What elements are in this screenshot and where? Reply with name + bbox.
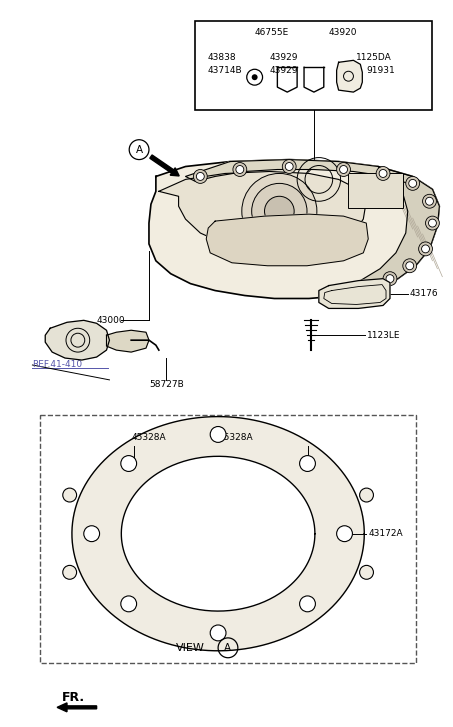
Circle shape — [360, 488, 373, 502]
Circle shape — [383, 272, 397, 286]
Text: A: A — [135, 145, 143, 155]
Circle shape — [299, 596, 315, 612]
Circle shape — [63, 488, 77, 502]
Text: 43000: 43000 — [96, 316, 125, 325]
Circle shape — [406, 177, 419, 190]
Circle shape — [63, 566, 77, 579]
Circle shape — [376, 166, 390, 180]
Circle shape — [282, 159, 296, 174]
Circle shape — [429, 219, 436, 227]
Polygon shape — [343, 166, 439, 295]
Bar — [195, 20, 433, 110]
Text: 43176: 43176 — [410, 289, 439, 298]
Text: 43838: 43838 — [207, 53, 236, 62]
Circle shape — [337, 163, 351, 177]
Polygon shape — [72, 417, 364, 651]
Circle shape — [425, 216, 439, 230]
Circle shape — [423, 194, 436, 208]
Circle shape — [121, 596, 137, 612]
Text: REF.41-410: REF.41-410 — [33, 361, 82, 369]
Polygon shape — [337, 60, 362, 92]
Text: 1123LE: 1123LE — [367, 331, 401, 340]
Bar — [40, 414, 416, 663]
Text: FR.: FR. — [62, 691, 85, 704]
Circle shape — [425, 197, 434, 205]
Circle shape — [236, 166, 244, 174]
Text: 91931: 91931 — [366, 65, 395, 75]
Circle shape — [337, 526, 352, 542]
Circle shape — [406, 262, 414, 270]
Circle shape — [362, 284, 370, 292]
Polygon shape — [149, 159, 439, 299]
Circle shape — [359, 281, 373, 295]
Polygon shape — [159, 172, 366, 251]
Circle shape — [360, 566, 373, 579]
Text: 43172A: 43172A — [368, 529, 403, 538]
Circle shape — [409, 180, 417, 188]
Circle shape — [299, 456, 315, 471]
Circle shape — [84, 526, 100, 542]
Text: 45328A: 45328A — [131, 433, 166, 442]
FancyArrow shape — [150, 155, 179, 176]
Polygon shape — [206, 214, 368, 266]
Circle shape — [196, 172, 204, 180]
Bar — [348, 174, 403, 208]
Circle shape — [403, 259, 417, 273]
Circle shape — [422, 245, 429, 253]
Polygon shape — [106, 330, 149, 352]
Circle shape — [242, 174, 317, 249]
Circle shape — [210, 625, 226, 641]
Circle shape — [386, 275, 394, 283]
Circle shape — [340, 166, 347, 174]
Circle shape — [121, 456, 137, 471]
Text: 43929: 43929 — [270, 65, 298, 75]
FancyArrow shape — [57, 703, 96, 712]
Circle shape — [193, 169, 207, 183]
Circle shape — [252, 183, 307, 239]
Circle shape — [210, 427, 226, 443]
Text: VIEW: VIEW — [176, 643, 204, 653]
Text: 43714B: 43714B — [207, 65, 242, 75]
Text: 43920: 43920 — [329, 28, 357, 37]
Polygon shape — [319, 278, 390, 308]
Text: 43929: 43929 — [270, 53, 298, 62]
Text: 58727B: 58727B — [149, 380, 184, 390]
Polygon shape — [121, 457, 315, 611]
Circle shape — [265, 196, 294, 226]
Text: 1125DA: 1125DA — [357, 53, 392, 62]
Text: A: A — [224, 643, 231, 653]
Polygon shape — [45, 321, 110, 360]
Circle shape — [285, 163, 293, 171]
Circle shape — [379, 169, 387, 177]
Circle shape — [233, 163, 247, 177]
Text: 45328A: 45328A — [218, 433, 253, 442]
Polygon shape — [186, 159, 413, 183]
Circle shape — [419, 242, 433, 256]
Circle shape — [252, 74, 258, 80]
Text: 46755E: 46755E — [255, 28, 289, 37]
